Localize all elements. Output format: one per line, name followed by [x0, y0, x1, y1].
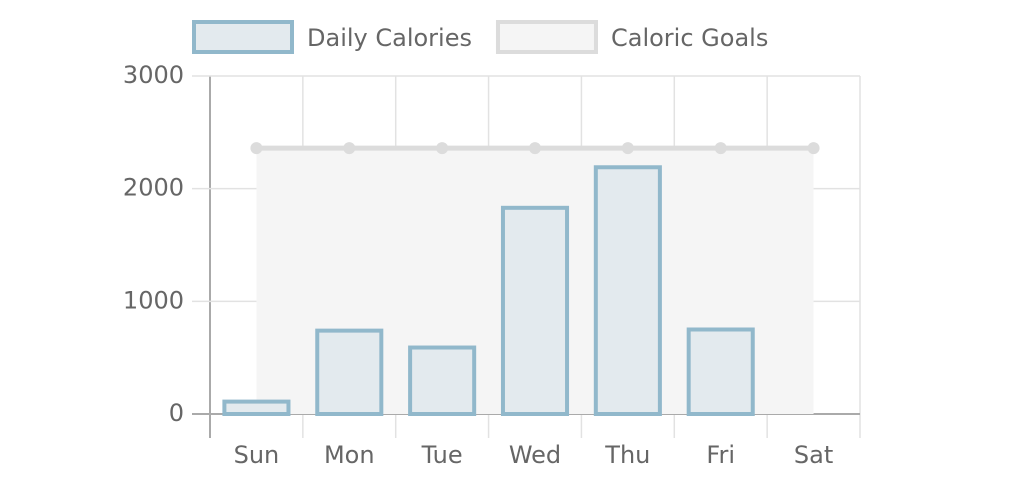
- y-tick-label: 1000: [123, 286, 184, 314]
- x-tick-label: Fri: [706, 441, 735, 469]
- y-tick-label: 2000: [123, 174, 184, 202]
- legend-swatch: [192, 20, 294, 54]
- bar: [222, 399, 291, 416]
- y-tick-label: 0: [169, 399, 184, 427]
- goal-point: [436, 142, 449, 155]
- legend-label: Daily Calories: [307, 24, 472, 52]
- x-tick-label: Tue: [421, 441, 463, 469]
- goal-point: [714, 142, 727, 155]
- goal-point: [529, 142, 541, 155]
- bar: [500, 205, 570, 416]
- x-tick-label: Sun: [234, 441, 280, 469]
- goal-point: [807, 142, 820, 155]
- x-tick-label: Thu: [604, 441, 650, 469]
- x-tick-label: Mon: [324, 441, 375, 469]
- bar: [315, 328, 384, 417]
- bar: [686, 327, 755, 416]
- legend-label: Caloric Goals: [611, 24, 768, 52]
- goal-point: [250, 142, 263, 155]
- bar: [408, 345, 477, 417]
- bar: [593, 165, 662, 416]
- x-tick-label: Wed: [509, 441, 561, 469]
- goal-point: [621, 142, 634, 155]
- x-tick-label: Sat: [794, 441, 833, 469]
- legend-swatch: [495, 20, 598, 54]
- y-tick-label: 3000: [123, 61, 184, 89]
- goal-point: [343, 142, 356, 155]
